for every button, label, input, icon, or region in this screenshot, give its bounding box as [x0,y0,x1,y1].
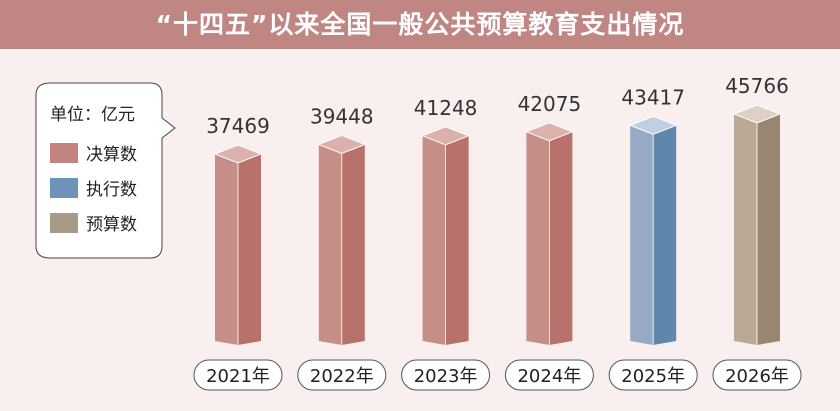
bar-face-left [422,135,446,345]
year-label: 2022年 [310,366,374,387]
bar-top [317,134,367,154]
bar [213,144,263,345]
value-label: 42075 [518,92,582,116]
legend-swatch [50,178,78,198]
legend-label: 预算数 [86,215,137,235]
legend-label: 决算数 [86,145,137,165]
bar-face-left [318,144,342,345]
bar [732,104,782,345]
legend-swatch [50,143,78,163]
bar-top [421,126,470,146]
bar-top [525,122,574,142]
legend-label: 执行数 [86,180,137,200]
bar [317,134,367,345]
year-pill [193,359,283,391]
year-label: 2024年 [517,366,581,387]
bar-top [213,144,263,164]
bar-face-right [341,144,365,345]
value-label: 39448 [310,104,374,128]
bar-face-left [526,131,550,345]
year-label: 2025年 [621,366,685,387]
bar-face-right [653,125,677,345]
bar-face-left [215,154,238,345]
bar-face-right [445,135,469,345]
bar-face-right [549,131,573,345]
bar-face-left [630,125,654,345]
bar [525,122,574,345]
year-pill [504,359,594,391]
year-label: 2026年 [725,366,789,387]
year-label: 2023年 [414,366,478,387]
year-label: 2021年 [206,366,270,387]
year-pill [608,359,698,391]
bar [421,126,470,345]
value-label: 45766 [725,74,789,98]
value-label: 43417 [621,85,685,109]
year-pill [712,359,802,391]
chart-title: “十四五”以来全国一般公共预算教育支出情况 [0,0,840,49]
bar-face-right [757,114,780,345]
year-pill [297,359,387,391]
bar [628,115,678,345]
year-pill [401,359,491,391]
bar-face-right [238,154,261,345]
legend-swatch [50,213,78,233]
unit-label: 单位：亿元 [50,105,135,125]
bar-top [628,115,678,135]
bar-top [732,104,782,124]
value-label: 37469 [206,114,270,138]
value-label: 41248 [414,96,478,120]
bar-face-left [734,114,757,345]
